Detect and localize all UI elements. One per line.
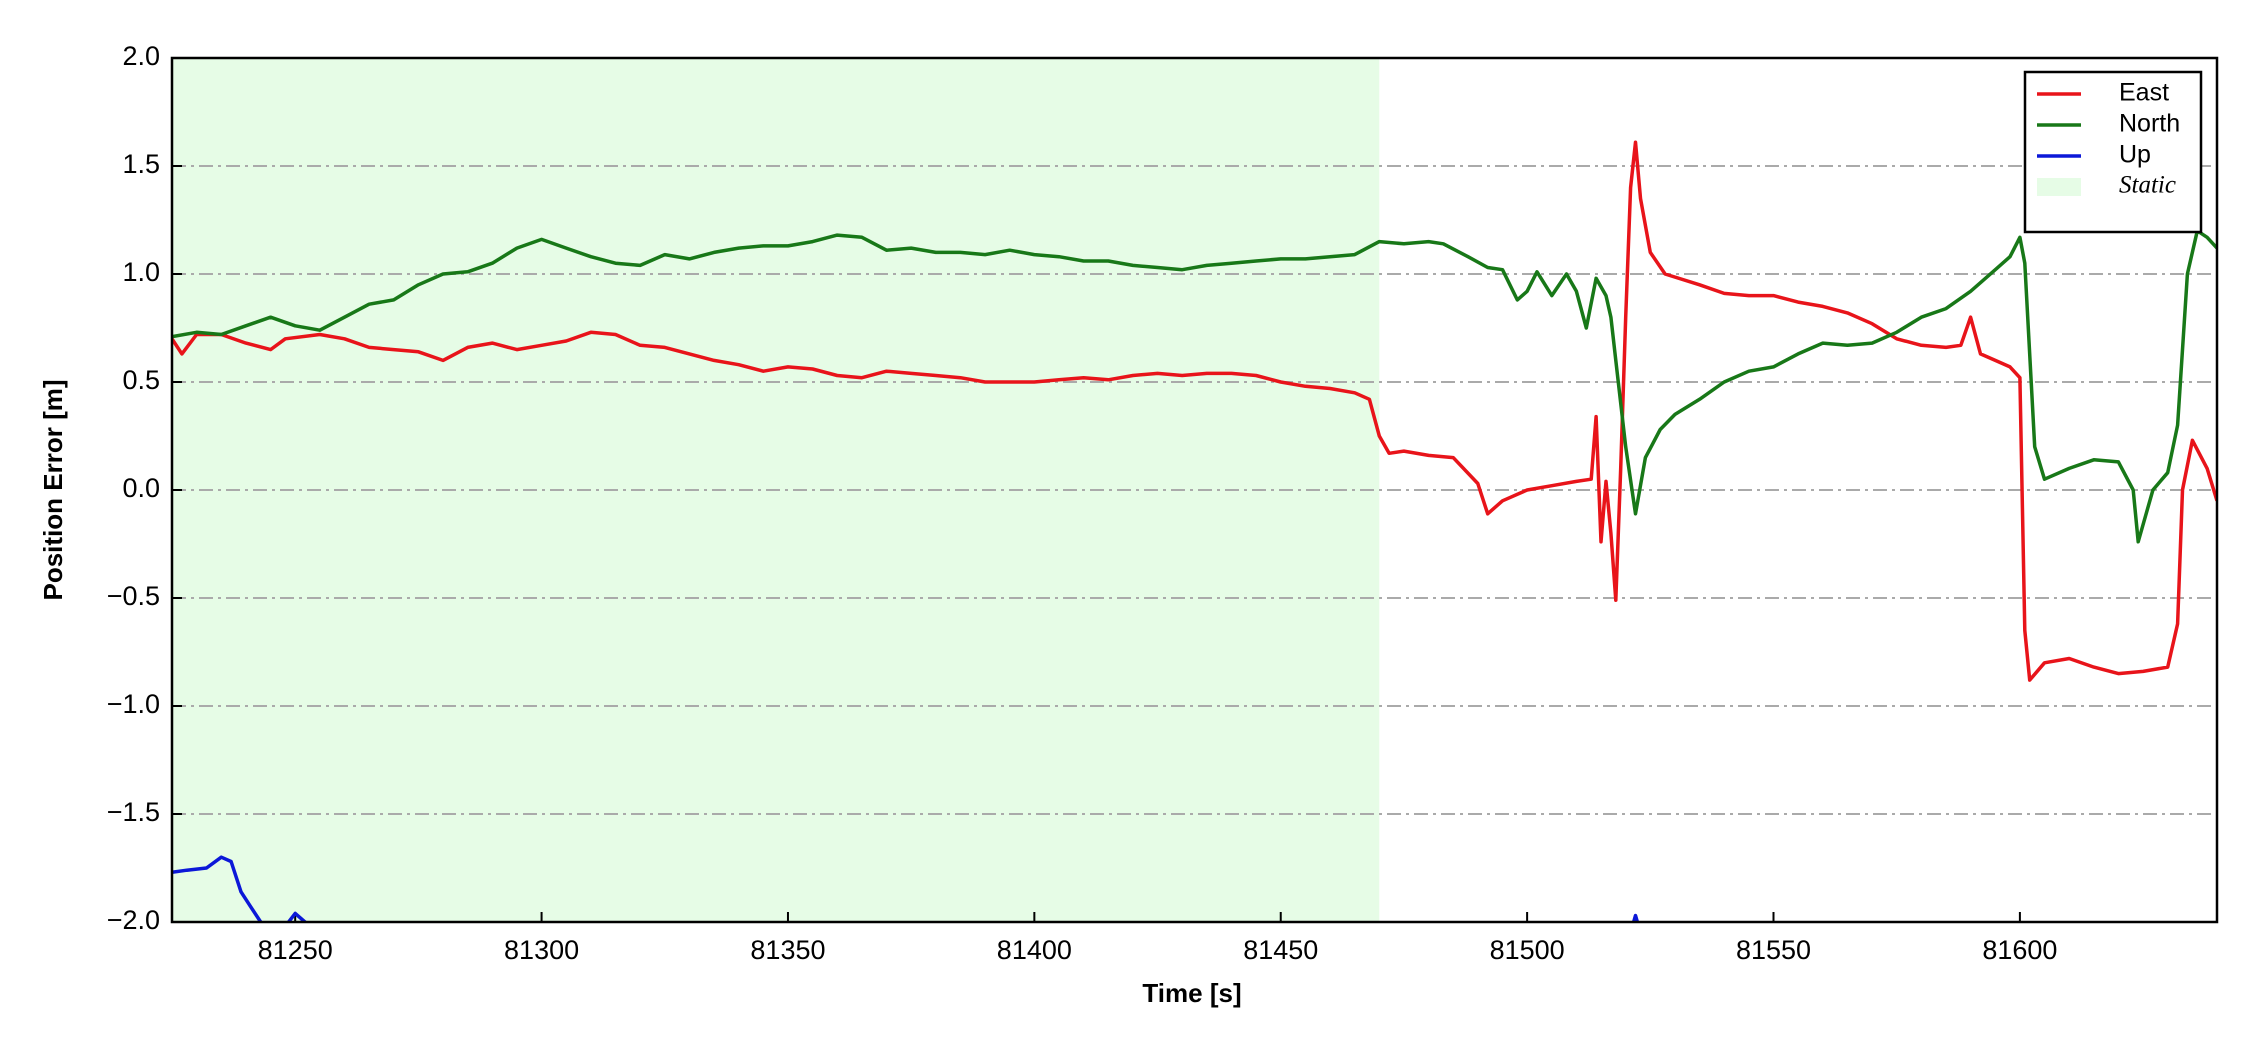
legend-label: Static	[2119, 172, 2176, 199]
y-tick-label: 2.0	[122, 41, 160, 71]
legend-swatch	[2037, 178, 2081, 196]
series-line	[172, 140, 2217, 682]
legend-box	[2023, 70, 2203, 234]
y-axis-label: Position Error [m]	[38, 379, 68, 600]
y-tick-label: −0.5	[107, 581, 160, 611]
legend-label: North	[2119, 110, 2180, 138]
y-tick-label: 0.5	[122, 365, 160, 395]
x-tick-label: 81550	[1736, 935, 1811, 965]
y-tick-label: 1.5	[122, 149, 160, 179]
x-tick-label: 81400	[997, 935, 1072, 965]
x-tick-label: 81450	[1243, 935, 1318, 965]
legend-label: East	[2119, 79, 2169, 107]
plot-lines	[172, 140, 2217, 922]
y-tick-label: −1.5	[107, 797, 160, 827]
x-tick-label: 81250	[258, 935, 333, 965]
x-tick-label: 81350	[750, 935, 825, 965]
x-tick-label: 81300	[504, 935, 579, 965]
x-axis-label: Time [s]	[1142, 978, 1241, 1008]
series-line	[172, 855, 1640, 922]
legend-label: Up	[2119, 141, 2151, 169]
y-tick-label: −1.0	[107, 689, 160, 719]
plot-frame	[170, 56, 2219, 924]
y-tick-label: 0.0	[122, 473, 160, 503]
y-tick-label: −2.0	[107, 905, 160, 935]
x-tick-label: 81500	[1490, 935, 1565, 965]
x-tick-label: 81600	[1982, 935, 2057, 965]
y-tick-label: 1.0	[122, 257, 160, 287]
series-line	[172, 229, 2217, 544]
